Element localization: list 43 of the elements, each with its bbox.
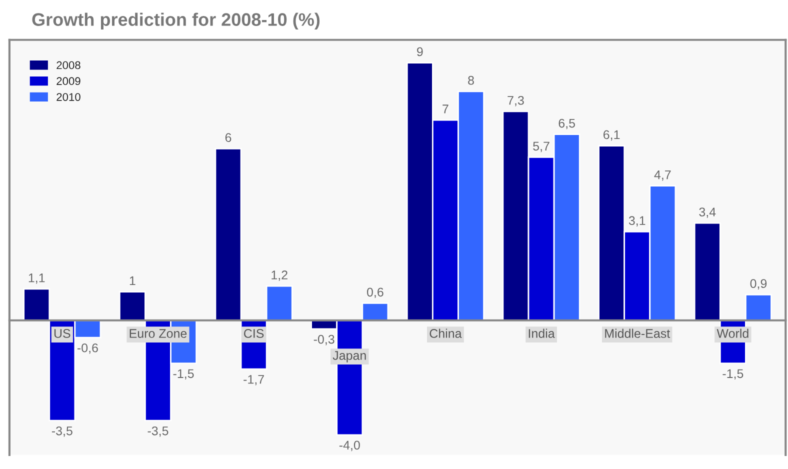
data-label: 3,1: [628, 216, 646, 226]
data-label: -1,5: [722, 369, 744, 380]
data-label: -1,5: [173, 369, 194, 380]
chart-title: Growth prediction for 2008-10 (%): [32, 12, 320, 30]
data-label: 6,5: [558, 118, 575, 130]
data-label: 0,9: [750, 279, 767, 290]
data-label: 1,1: [28, 274, 45, 284]
bar: [214, 148, 242, 322]
data-label: -3,5: [52, 426, 72, 437]
data-label: 1: [130, 276, 136, 286]
x-tick-label: World: [716, 328, 748, 338]
bar: [23, 288, 50, 322]
data-label: -3,5: [148, 426, 168, 437]
x-tick-label: CIS: [244, 329, 264, 338]
data-label: 6,1: [604, 130, 620, 141]
data-label: 0,6: [366, 288, 384, 298]
data-label: -4,0: [339, 440, 360, 452]
data-label: 9: [417, 47, 423, 56]
data-label: 8: [468, 76, 474, 85]
data-label: 3,4: [699, 208, 716, 218]
x-tick-label: China: [430, 328, 462, 338]
data-label: -0,3: [314, 334, 334, 346]
bar: [362, 302, 389, 322]
bar: [694, 222, 721, 322]
data-label: -1,7: [244, 375, 264, 386]
data-label: 1,2: [272, 270, 288, 281]
x-tick-label: US: [54, 329, 70, 338]
legend-label: 2008: [56, 61, 80, 70]
data-label: 5,7: [533, 142, 550, 152]
x-tick-label: Japan: [332, 351, 366, 362]
bar: [745, 294, 772, 322]
x-tick-label: Middle-East: [605, 328, 670, 338]
bar: [118, 291, 146, 322]
legend-label: 2009: [56, 77, 80, 86]
data-label: 7: [442, 104, 448, 114]
x-tick-label: India: [528, 328, 555, 338]
data-label: 6: [225, 133, 232, 142]
data-label: 7,3: [508, 96, 524, 106]
data-label: -0,6: [78, 343, 98, 354]
data-label: 4,7: [654, 170, 671, 181]
bar: [266, 285, 293, 322]
x-tick-label: Euro Zone: [130, 329, 187, 338]
legend-label: 2010: [56, 93, 80, 101]
